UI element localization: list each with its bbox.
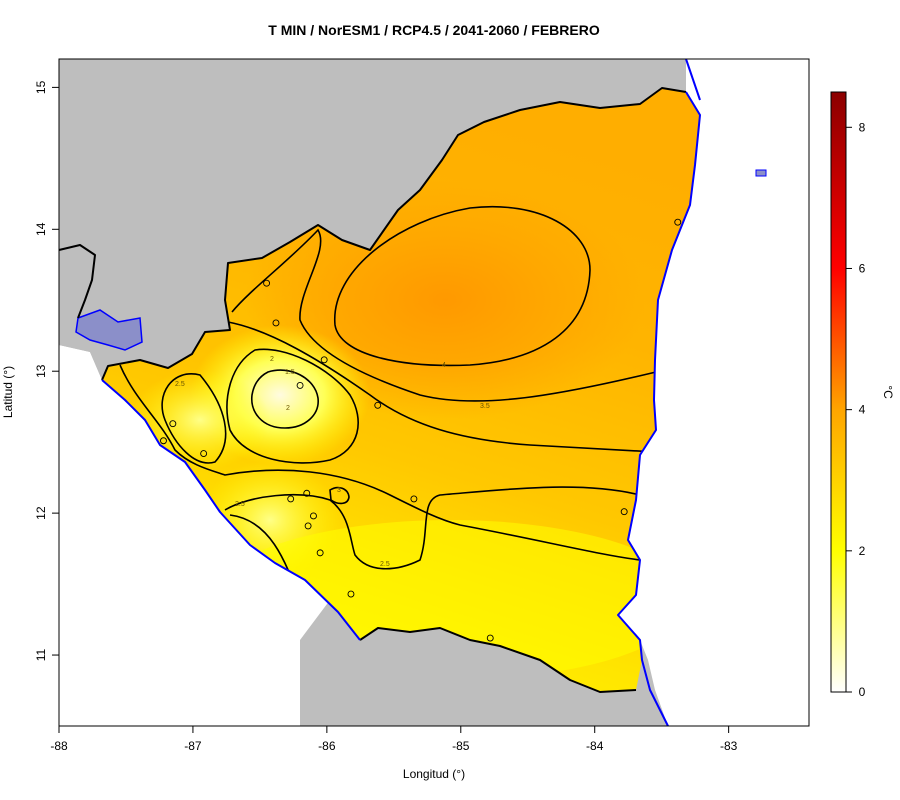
x-tick-label: -83 [720, 739, 738, 753]
y-tick-label: 15 [34, 80, 48, 94]
x-axis-label: Longitud (°) [403, 767, 465, 781]
station-marker [486, 634, 494, 642]
station-marker [620, 508, 628, 516]
contour-label: 2 [270, 356, 274, 363]
colorbar-tick-label: 4 [859, 403, 866, 417]
station-marker [310, 512, 317, 520]
station-marker [263, 279, 271, 287]
x-axis: -88 -87 -86 -85 -84 -83 [50, 726, 738, 753]
contour-label-group: 1.5 2 2.5 2.5 3 3.5 4 2 2.5 [175, 356, 490, 568]
contour-label: 2.5 [175, 381, 185, 388]
station-marker [303, 489, 311, 497]
station-markers [160, 218, 682, 642]
contour-label: 3 [337, 487, 341, 494]
station-marker [410, 495, 418, 503]
map-title: T MIN / NorESM1 / RCP4.5 / 2041-2060 / F… [268, 22, 600, 38]
x-tick-label: -87 [184, 739, 202, 753]
station-marker [160, 437, 167, 445]
station-marker [296, 381, 304, 389]
station-marker [272, 319, 280, 327]
station-marker [320, 356, 328, 364]
station-marker [674, 218, 682, 226]
contour-label: 2.5 [380, 561, 390, 568]
colorbar-ticks: 0 2 4 6 8 [846, 120, 866, 699]
costa-rica-land [300, 600, 668, 726]
station-marker [347, 590, 355, 598]
x-tick-label: -84 [586, 739, 604, 753]
colorbar-tick-label: 0 [859, 685, 866, 699]
y-tick-label: 12 [34, 506, 48, 520]
y-axis-label: Latitud (°) [1, 366, 15, 418]
contour-label: 1.5 [285, 369, 295, 376]
contour-label: 2.5 [235, 501, 245, 508]
station-marker [304, 522, 312, 530]
plot-frame [58, 58, 810, 727]
colorbar-tick-label: 8 [859, 120, 866, 134]
y-tick-label: 13 [34, 364, 48, 378]
x-tick-label: -85 [452, 739, 470, 753]
pacific-ocean [59, 345, 650, 726]
honduras-land [59, 59, 686, 380]
contour-label: 2 [286, 405, 290, 412]
caribbean-sea [618, 59, 809, 726]
y-axis: 11 12 13 14 15 [34, 80, 59, 661]
y-tick-label: 14 [34, 222, 48, 236]
station-marker [316, 549, 324, 557]
gulf-of-fonseca [75, 309, 143, 351]
station-marker [287, 495, 295, 503]
corn-islands [755, 169, 767, 177]
contour-label: 4 [442, 362, 446, 369]
country-outline [58, 58, 701, 727]
colorbar-tick-label: 2 [859, 544, 866, 558]
colorbar [830, 91, 847, 693]
colorbar-unit: °C [881, 385, 895, 399]
y-tick-label: 11 [34, 648, 48, 661]
station-marker [169, 420, 177, 428]
station-marker [200, 450, 208, 457]
x-tick-label: -88 [50, 739, 68, 753]
colorbar-tick-label: 6 [859, 261, 866, 275]
station-marker [374, 401, 382, 409]
x-tick-label: -86 [318, 739, 336, 753]
contour-label: 3.5 [480, 403, 490, 410]
